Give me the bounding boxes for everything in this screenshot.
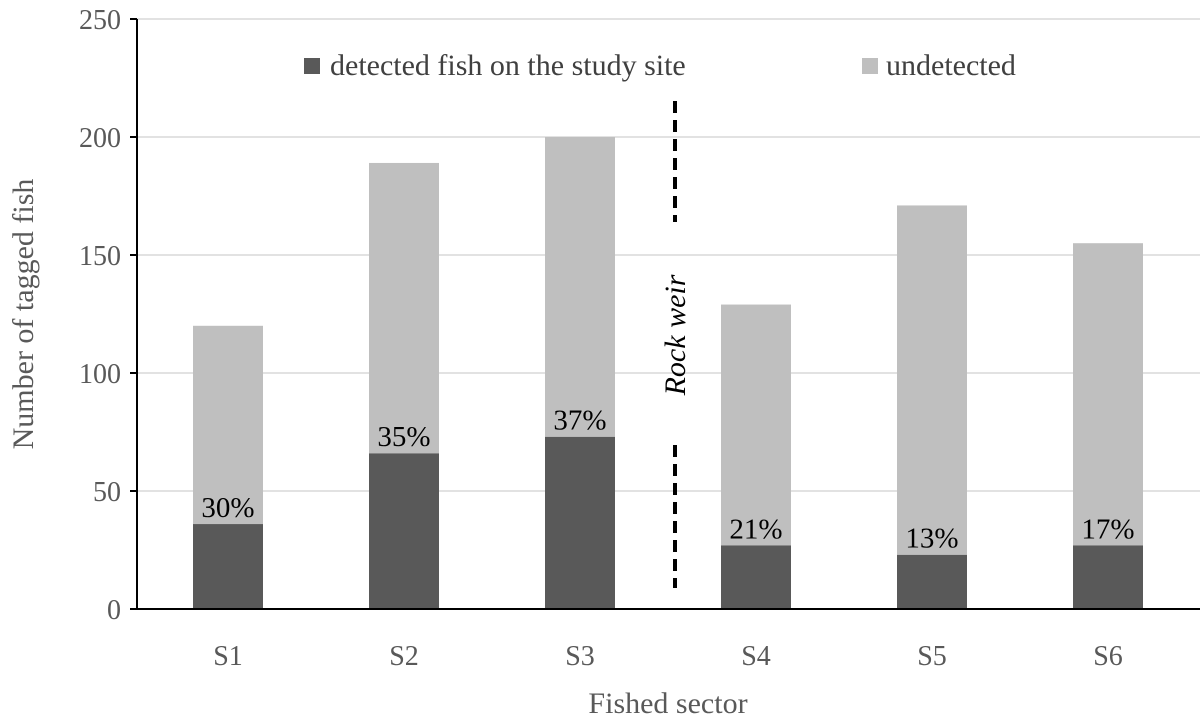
data-label-s6: 17% (1081, 513, 1134, 545)
data-label-s3: 37% (553, 405, 606, 437)
data-label-s5: 13% (905, 523, 958, 555)
data-label-s4: 21% (729, 513, 782, 545)
bar-s6-detected (1073, 545, 1143, 609)
x-axis-title: Fished sector (588, 687, 747, 720)
legend-swatch-undetected (862, 58, 878, 74)
x-tick-label-s4: S4 (741, 641, 771, 672)
bars (193, 137, 1143, 609)
bar-s4-undetected (721, 304, 791, 546)
y-tick-label-0: 0 (107, 595, 121, 626)
x-tick-label-s6: S6 (1093, 641, 1123, 672)
bar-s4-detected (721, 545, 791, 609)
x-tick-label-s5: S5 (917, 641, 947, 672)
x-tick-label-s2: S2 (389, 641, 419, 672)
y-tick-label-250: 250 (79, 5, 121, 36)
legend-swatch-detected (304, 58, 320, 74)
bar-s1-undetected (193, 325, 263, 525)
bar-s2-detected (369, 453, 439, 609)
bar-s3-detected (545, 436, 615, 609)
bar-s3-undetected (545, 137, 615, 437)
x-tick-labels: S1 S2 S3 S4 S5 S6 (213, 641, 1123, 672)
bar-s2-undetected (369, 162, 439, 454)
data-labels: 30% 35% 37% 21% 13% 17% (201, 405, 1134, 555)
gridlines (137, 18, 1200, 492)
y-tick-label-100: 100 (79, 359, 121, 390)
legend: detected fish on the study site undetecte… (304, 49, 1016, 82)
x-tick-label-s1: S1 (213, 641, 243, 672)
legend-label-undetected: undetected (886, 49, 1016, 82)
y-tick-label-50: 50 (93, 477, 121, 508)
y-tick-labels: 0 50 100 150 200 250 (79, 5, 121, 626)
x-tick-label-s3: S3 (565, 641, 595, 672)
bar-s6-undetected (1073, 243, 1143, 546)
rock-weir-label: Rock weir (659, 274, 692, 396)
y-tick-label-150: 150 (79, 241, 121, 272)
rock-weir-annotation: Rock weir (659, 101, 692, 588)
y-axis-title: Number of tagged fish (7, 179, 40, 450)
axes (130, 18, 1200, 610)
y-tick-label-200: 200 (79, 123, 121, 154)
bar-s5-undetected (897, 205, 967, 555)
legend-label-detected: detected fish on the study site (330, 49, 686, 82)
bar-s1-detected (193, 524, 263, 609)
data-label-s2: 35% (377, 421, 430, 453)
data-label-s1: 30% (201, 492, 254, 524)
bar-s5-detected (897, 554, 967, 609)
